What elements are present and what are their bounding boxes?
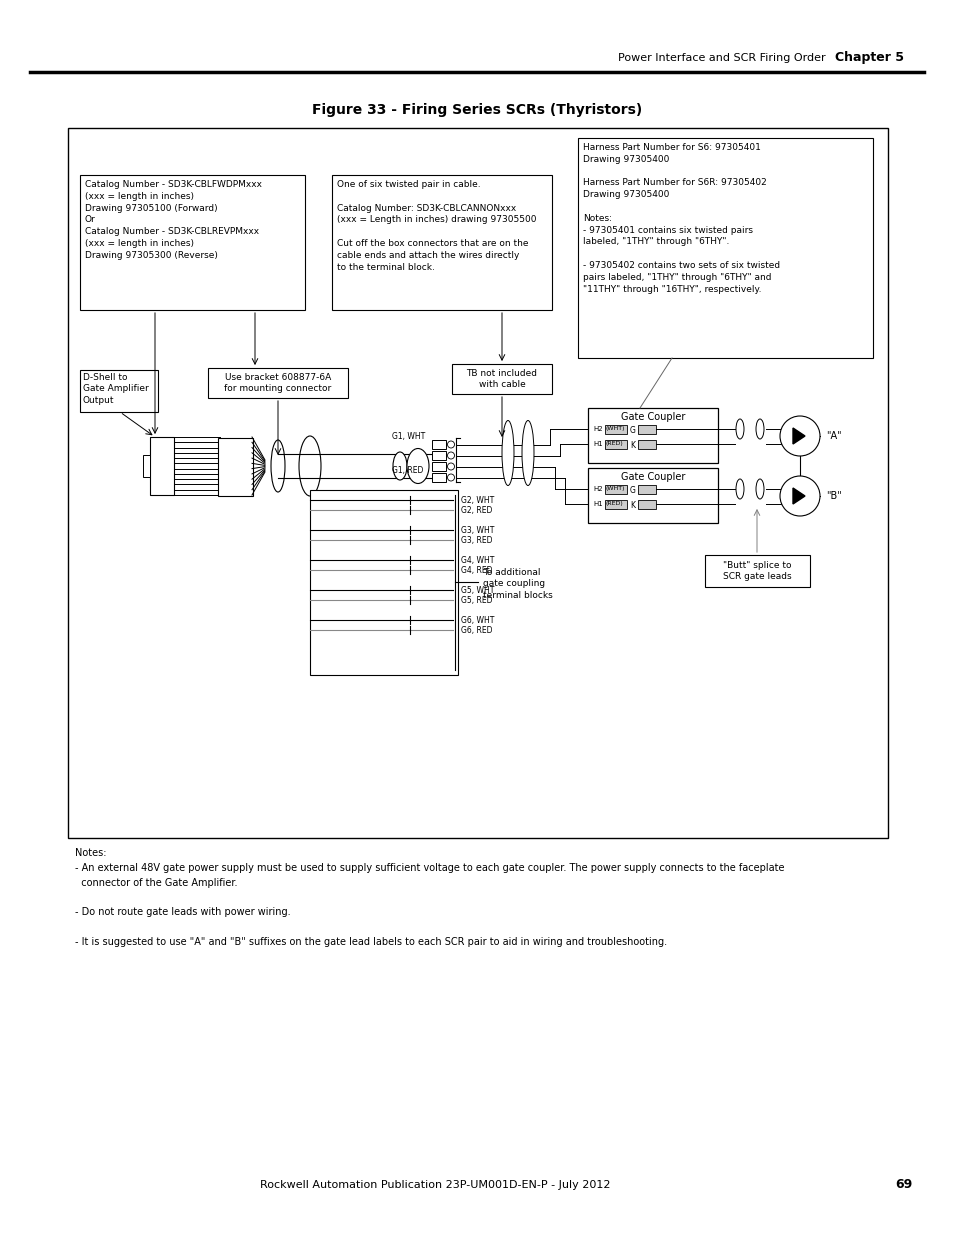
Bar [638, 440, 656, 450]
Text: D-Shell to
Gate Amplifier
Output: D-Shell to Gate Amplifier Output [83, 373, 149, 405]
Circle shape [780, 416, 820, 456]
Bar [80, 175, 305, 310]
Bar [218, 438, 253, 496]
Text: Notes:
- An external 48V gate power supply must be used to supply sufficient vol: Notes: - An external 48V gate power supp… [75, 848, 783, 947]
Circle shape [780, 475, 820, 516]
Bar [332, 175, 552, 310]
Ellipse shape [735, 419, 743, 438]
Bar [68, 128, 887, 839]
Text: G1, WHT: G1, WHT [392, 432, 425, 441]
Bar [604, 500, 626, 509]
Text: (RED): (RED) [605, 441, 623, 446]
Text: Chapter 5: Chapter 5 [834, 52, 903, 64]
Ellipse shape [501, 420, 514, 485]
Text: G2, WHT: G2, WHT [460, 495, 494, 505]
Text: To additional
gate coupling
terminal blocks: To additional gate coupling terminal blo… [482, 568, 552, 600]
Bar [432, 462, 446, 471]
Ellipse shape [755, 479, 763, 499]
Ellipse shape [755, 419, 763, 438]
Text: (WHT): (WHT) [605, 426, 625, 431]
Text: G6, RED: G6, RED [460, 625, 492, 635]
Text: Figure 33 - Firing Series SCRs (Thyristors): Figure 33 - Firing Series SCRs (Thyristo… [312, 103, 641, 117]
Polygon shape [792, 429, 804, 445]
Text: G5, WHT: G5, WHT [460, 585, 494, 594]
Text: H1: H1 [593, 501, 602, 508]
Text: H1: H1 [593, 441, 602, 447]
Bar [638, 485, 656, 494]
Bar [638, 500, 656, 509]
Text: G1, RED: G1, RED [392, 466, 423, 474]
Text: G3, WHT: G3, WHT [460, 526, 494, 535]
Text: Gate Coupler: Gate Coupler [620, 472, 684, 482]
Text: Power Interface and SCR Firing Order: Power Interface and SCR Firing Order [618, 53, 824, 63]
Bar [638, 425, 656, 433]
Text: G2, RED: G2, RED [460, 505, 492, 515]
Ellipse shape [393, 452, 407, 480]
Ellipse shape [298, 436, 320, 496]
Text: (WHT): (WHT) [605, 487, 625, 492]
Bar [432, 451, 446, 459]
Bar [578, 138, 872, 358]
Bar [452, 364, 552, 394]
Text: "Butt" splice to
SCR gate leads: "Butt" splice to SCR gate leads [722, 561, 791, 580]
Bar [604, 425, 626, 433]
Text: Harness Part Number for S6: 97305401
Drawing 97305400

Harness Part Number for S: Harness Part Number for S6: 97305401 Dra… [582, 143, 780, 294]
Ellipse shape [407, 448, 429, 483]
Text: Use bracket 608877-6A
for mounting connector: Use bracket 608877-6A for mounting conne… [224, 373, 332, 393]
Text: Rockwell Automation Publication 23P-UM001D-EN-P - July 2012: Rockwell Automation Publication 23P-UM00… [260, 1179, 610, 1191]
Text: 69: 69 [894, 1178, 911, 1192]
Circle shape [447, 463, 454, 471]
Circle shape [447, 441, 454, 448]
Bar [432, 440, 446, 450]
Text: G5, RED: G5, RED [460, 595, 492, 604]
Text: G: G [629, 426, 636, 435]
Bar [587, 408, 718, 463]
Bar [604, 485, 626, 494]
Circle shape [447, 452, 454, 459]
Text: G6, WHT: G6, WHT [460, 615, 494, 625]
Text: G4, WHT: G4, WHT [460, 556, 494, 564]
Text: TB not included
with cable: TB not included with cable [466, 369, 537, 389]
Text: "A": "A" [825, 431, 841, 441]
Text: G: G [629, 487, 636, 495]
Text: K: K [629, 501, 635, 510]
Text: H2: H2 [593, 426, 602, 432]
Ellipse shape [521, 420, 534, 485]
Bar [310, 490, 457, 676]
Text: (RED): (RED) [605, 501, 623, 506]
Polygon shape [792, 488, 804, 504]
Bar [432, 473, 446, 482]
Bar [208, 368, 348, 398]
Circle shape [447, 474, 454, 480]
Bar [604, 440, 626, 450]
Text: G4, RED: G4, RED [460, 566, 492, 574]
Bar [143, 454, 150, 477]
Bar [704, 555, 809, 587]
Bar [150, 437, 173, 495]
Text: Gate Coupler: Gate Coupler [620, 412, 684, 422]
Ellipse shape [271, 440, 285, 492]
Bar [587, 468, 718, 522]
Text: Catalog Number - SD3K-CBLFWDPMxxx
(xxx = length in inches)
Drawing 97305100 (For: Catalog Number - SD3K-CBLFWDPMxxx (xxx =… [85, 180, 262, 259]
Text: G3, RED: G3, RED [460, 536, 492, 545]
Text: H2: H2 [593, 487, 602, 492]
Bar [80, 370, 158, 412]
Ellipse shape [735, 479, 743, 499]
Text: "B": "B" [825, 492, 841, 501]
Text: K: K [629, 441, 635, 450]
Text: One of six twisted pair in cable.

Catalog Number: SD3K-CBLCANNONxxx
(xxx = Leng: One of six twisted pair in cable. Catalo… [336, 180, 536, 272]
